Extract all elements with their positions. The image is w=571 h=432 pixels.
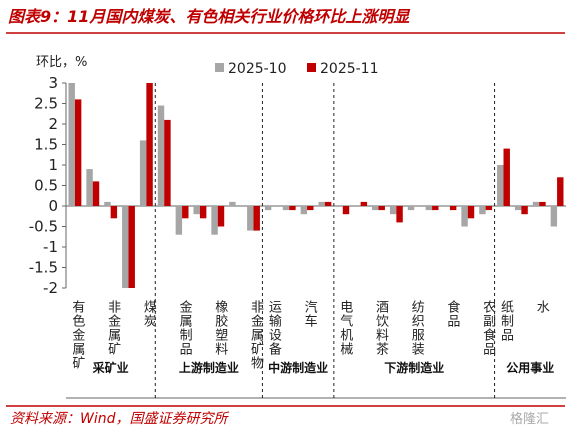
x-tick-label: 纺织服装 bbox=[409, 300, 425, 356]
bar bbox=[122, 206, 129, 288]
bar bbox=[389, 206, 397, 215]
y-tick-label: 3 bbox=[48, 74, 58, 92]
y-tick-label: 2 bbox=[48, 115, 58, 133]
bar bbox=[193, 206, 200, 215]
bar bbox=[372, 206, 379, 211]
bar bbox=[425, 206, 433, 211]
bar bbox=[485, 206, 493, 211]
bar bbox=[432, 206, 439, 211]
bar bbox=[289, 206, 296, 211]
legend-label: 2025-10 bbox=[228, 61, 287, 77]
x-tick-label: 橡胶塑料 bbox=[212, 300, 228, 356]
bar bbox=[324, 201, 332, 206]
bar bbox=[211, 206, 218, 235]
x-tick-label: 煤炭 bbox=[141, 300, 157, 328]
bar bbox=[217, 206, 225, 227]
bar bbox=[110, 206, 118, 219]
bar bbox=[557, 177, 564, 206]
bar bbox=[378, 206, 385, 211]
chart-title: 图表9：11月国内煤炭、有色相关行业价格环比上涨明显 bbox=[8, 7, 410, 26]
bar bbox=[479, 206, 486, 215]
y-tick-label: -1.5 bbox=[29, 259, 58, 277]
x-tick-label: 食品 bbox=[444, 299, 460, 328]
y-tick-label: 0 bbox=[48, 197, 58, 215]
y-tick-label: -1 bbox=[43, 238, 58, 256]
y-axis-label: 环比，% bbox=[36, 55, 87, 70]
bar bbox=[86, 169, 93, 206]
x-tick-label: 电气机械 bbox=[337, 300, 353, 356]
bar bbox=[461, 206, 468, 227]
legend-label: 2025-11 bbox=[320, 61, 379, 77]
legend-swatch bbox=[307, 63, 316, 72]
bar bbox=[497, 165, 504, 206]
x-tick-label: 非金属矿物 bbox=[248, 300, 264, 370]
y-tick-label: 0.5 bbox=[34, 177, 58, 195]
x-tick-label: 金属制品 bbox=[177, 299, 193, 356]
group-label: 上游制造业 bbox=[178, 361, 239, 375]
bar bbox=[68, 83, 75, 206]
y-tick-label: 1.5 bbox=[34, 136, 58, 154]
bar bbox=[282, 206, 290, 211]
bar bbox=[157, 105, 165, 206]
bar bbox=[514, 206, 522, 211]
legend-swatch bbox=[215, 63, 224, 72]
bar bbox=[503, 148, 510, 206]
bar bbox=[247, 206, 254, 231]
bar bbox=[175, 206, 183, 235]
bar bbox=[360, 201, 368, 206]
bar bbox=[264, 206, 272, 211]
group-label: 采矿业 bbox=[92, 361, 129, 375]
bar bbox=[300, 206, 308, 215]
bar bbox=[74, 99, 82, 206]
bar bbox=[104, 201, 111, 206]
bar bbox=[532, 201, 540, 206]
x-tick-label: 运输设备 bbox=[266, 300, 282, 356]
bar bbox=[342, 206, 350, 215]
y-tick-label: 1 bbox=[48, 156, 58, 174]
bar bbox=[407, 206, 415, 211]
bar bbox=[449, 206, 457, 211]
bar bbox=[467, 206, 475, 219]
y-tick-label: -0.5 bbox=[29, 218, 58, 236]
source: 资料来源：Wind，国盛证券研究所 bbox=[10, 411, 229, 427]
y-tick-label: -2 bbox=[43, 279, 58, 297]
bar bbox=[164, 119, 171, 206]
y-tick-label: 2.5 bbox=[34, 95, 58, 113]
bar bbox=[139, 140, 147, 206]
bar bbox=[128, 206, 135, 288]
bar bbox=[229, 201, 236, 206]
bar bbox=[396, 206, 403, 223]
x-tick-label: 酒饮料茶 bbox=[373, 300, 389, 356]
watermark: 格隆汇 bbox=[510, 411, 549, 427]
x-tick-label: 水 bbox=[534, 300, 550, 314]
x-tick-label: 纸制品 bbox=[498, 300, 514, 342]
group-label: 中游制造业 bbox=[268, 361, 329, 375]
bar bbox=[539, 201, 546, 206]
x-tick-label: 有色金属矿 bbox=[69, 300, 85, 370]
x-tick-label: 非金属矿 bbox=[105, 300, 121, 356]
bar bbox=[318, 201, 325, 206]
bar bbox=[521, 206, 528, 215]
group-label: 下游制造业 bbox=[384, 361, 445, 375]
bar bbox=[199, 206, 207, 219]
bar bbox=[307, 206, 314, 211]
group-label: 公用事业 bbox=[506, 361, 555, 375]
bar bbox=[92, 181, 100, 206]
x-tick-label: 汽车 bbox=[302, 300, 318, 328]
bar bbox=[550, 206, 558, 227]
x-tick-label: 农副食品 bbox=[480, 300, 496, 356]
bar bbox=[253, 206, 260, 231]
bar bbox=[182, 206, 189, 219]
bar bbox=[146, 83, 153, 206]
